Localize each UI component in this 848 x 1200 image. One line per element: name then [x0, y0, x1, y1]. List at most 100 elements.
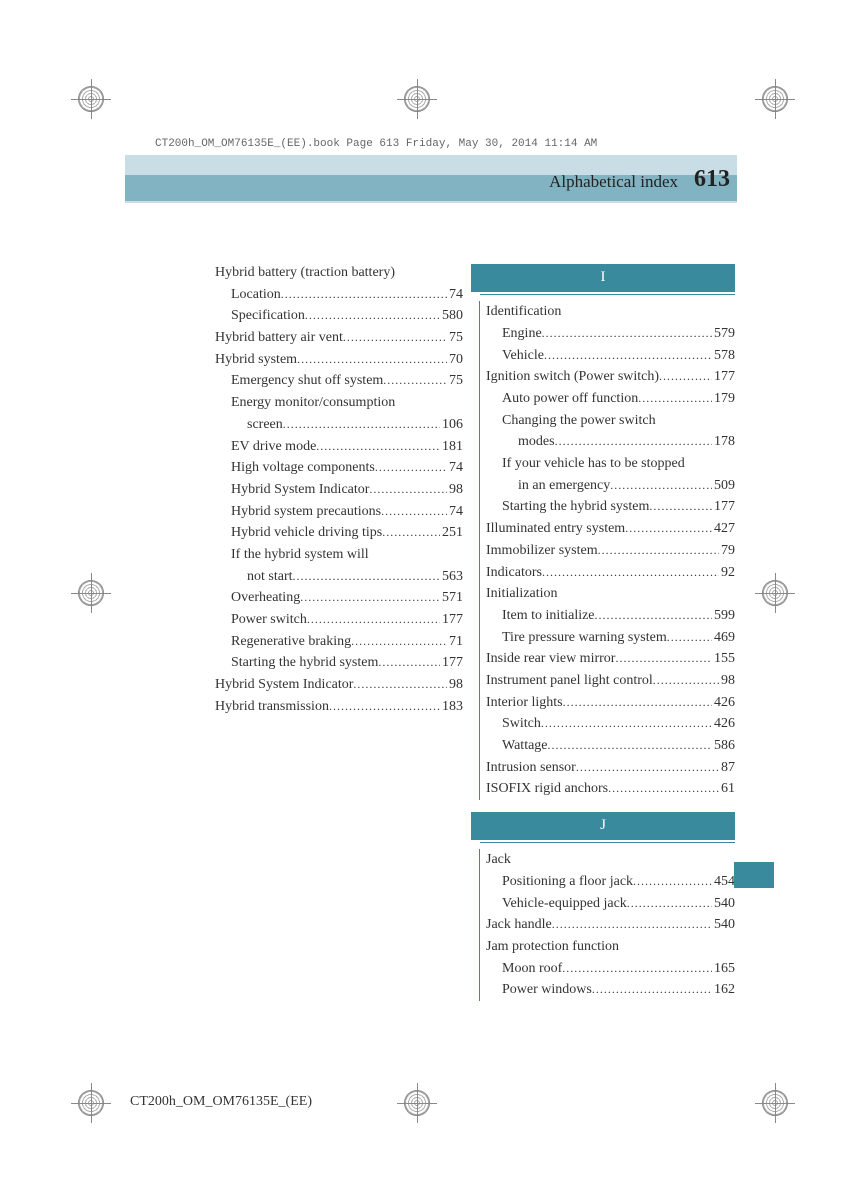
leader-dots	[555, 432, 712, 451]
index-entry: Positioning a floor jack 454	[486, 871, 735, 893]
index-entry: Location74	[215, 284, 463, 306]
index-entry-page: 571	[440, 587, 463, 609]
index-entry-label: Wattage	[502, 735, 548, 757]
index-entry: Specification 580	[215, 305, 463, 327]
leader-dots	[542, 324, 712, 343]
index-entry: Starting the hybrid system177	[215, 652, 463, 674]
index-entry: Overheating 571	[215, 587, 463, 609]
index-entry-page: 70	[447, 349, 463, 371]
index-entry-page: 580	[440, 305, 463, 327]
index-entry-page: 98	[719, 670, 735, 692]
index-entry-label: Specification	[231, 305, 305, 327]
index-entry-page: 71	[447, 631, 463, 653]
index-entry: Jack handle 540	[486, 914, 735, 936]
index-column-right: I IdentificationEngine 579Vehicle578Igni…	[487, 262, 735, 1001]
index-entry-label: Regenerative braking	[231, 631, 351, 653]
index-entry: Instrument panel light control 98	[486, 670, 735, 692]
index-entry-page: 578	[712, 345, 735, 367]
index-entry: Changing the power switch	[486, 410, 735, 432]
index-entry-page: 75	[447, 370, 463, 392]
leader-dots	[300, 588, 440, 607]
leader-dots	[378, 653, 440, 672]
index-entry-page: 87	[719, 757, 735, 779]
index-entry-page: 165	[712, 958, 735, 980]
leader-dots	[548, 736, 712, 755]
index-entry-label: Power switch	[231, 609, 307, 631]
index-entry-page: 509	[712, 475, 735, 497]
index-entry: Regenerative braking 71	[215, 631, 463, 653]
leader-dots	[316, 437, 440, 456]
crop-mark-icon	[78, 1090, 118, 1130]
index-entry-label: Energy monitor/consumption	[231, 392, 395, 414]
crop-mark-icon	[78, 86, 118, 126]
index-entry-label: modes	[518, 431, 555, 453]
leader-dots	[627, 894, 712, 913]
leader-dots	[592, 980, 712, 999]
leader-dots	[649, 497, 712, 516]
index-entry-label: Location	[231, 284, 281, 306]
index-entry-page: 177	[712, 496, 735, 518]
index-entry-page: 599	[712, 605, 735, 627]
index-entry-page: 177	[440, 609, 463, 631]
index-entry-label: Instrument panel light control	[486, 670, 653, 692]
crop-mark-icon	[762, 1090, 802, 1130]
index-entry: Hybrid battery air vent 75	[215, 327, 463, 349]
index-entry: Auto power off function179	[486, 388, 735, 410]
index-entry-label: Positioning a floor jack	[502, 871, 633, 893]
leader-dots	[659, 367, 712, 386]
index-entry: Immobilizer system79	[486, 540, 735, 562]
index-entry-label: Tire pressure warning system	[502, 627, 667, 649]
leader-dots	[562, 959, 712, 978]
index-entry: Illuminated entry system 427	[486, 518, 735, 540]
leader-dots	[667, 628, 712, 647]
index-entry-label: Initialization	[486, 583, 558, 605]
index-entry-label: Hybrid system precautions	[231, 501, 381, 523]
leader-dots	[638, 389, 712, 408]
index-entry: Initialization	[486, 583, 735, 605]
index-entry: Identification	[486, 301, 735, 323]
index-entry-label: Jack	[486, 849, 511, 871]
index-entry-label: Inside rear view mirror	[486, 648, 615, 670]
index-entry-page: 540	[712, 914, 735, 936]
index-entry: Starting the hybrid system177	[486, 496, 735, 518]
index-entry-label: Hybrid vehicle driving tips	[231, 522, 382, 544]
index-entry-label: Hybrid battery air vent	[215, 327, 343, 349]
index-entry: Ignition switch (Power switch)177	[486, 366, 735, 388]
leader-dots	[375, 458, 447, 477]
crop-mark-icon	[78, 580, 118, 620]
index-entry-page: 427	[712, 518, 735, 540]
index-entry-page: 251	[440, 522, 463, 544]
index-entry-page: 178	[712, 431, 735, 453]
leader-dots	[297, 350, 447, 369]
crop-mark-icon	[404, 86, 444, 126]
index-entry: Hybrid system70	[215, 349, 463, 371]
index-entry: Jack	[486, 849, 735, 871]
index-entry: Tire pressure warning system 469	[486, 627, 735, 649]
leader-dots	[293, 567, 441, 586]
index-entry-page: 92	[719, 562, 735, 584]
index-entry-label: If your vehicle has to be stopped	[502, 453, 685, 475]
leader-dots	[283, 415, 440, 434]
index-entry: Indicators 92	[486, 562, 735, 584]
index-entry: Hybrid transmission183	[215, 696, 463, 718]
index-entry-label: Item to initialize	[502, 605, 595, 627]
leader-dots	[542, 563, 719, 582]
index-entry-page: 177	[712, 366, 735, 388]
index-entry: Item to initialize 599	[486, 605, 735, 627]
leader-dots	[608, 779, 719, 798]
index-entry-page: 426	[712, 692, 735, 714]
index-entry-label: Moon roof	[502, 958, 562, 980]
index-entry: Hybrid battery (traction battery)	[215, 262, 463, 284]
index-entry-label: Jack handle	[486, 914, 552, 936]
index-entry-label: screen	[247, 414, 283, 436]
leader-dots	[351, 632, 447, 651]
index-entry-label: EV drive mode	[231, 436, 316, 458]
index-entry-label: Overheating	[231, 587, 300, 609]
index-entry-page: 75	[447, 327, 463, 349]
index-entry-label: Vehicle	[502, 345, 544, 367]
index-entry-page: 98	[447, 479, 463, 501]
index-entry-label: Illuminated entry system	[486, 518, 625, 540]
index-column-left: Hybrid battery (traction battery)Locatio…	[215, 262, 463, 1001]
index-entry-label: High voltage components	[231, 457, 375, 479]
index-entry-label: ISOFIX rigid anchors	[486, 778, 608, 800]
